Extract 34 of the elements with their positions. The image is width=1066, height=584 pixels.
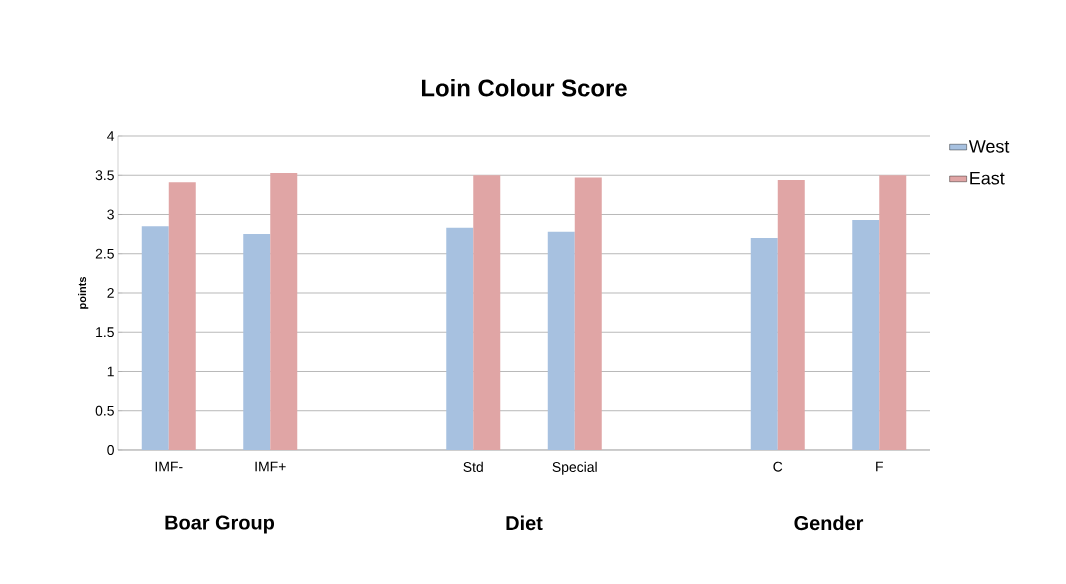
bar [473,175,501,450]
bar [168,182,196,450]
bar [270,172,298,450]
y-tick-label: 4 [107,131,115,141]
x-tick-label: Std [463,461,483,472]
x-tick-label: IMF- [155,461,183,472]
text: Boar Group [165,515,275,534]
bar [852,219,880,450]
y-tick-label: 3.5 [95,170,114,181]
y-tick-label: 1.5 [96,327,114,338]
bar [777,179,805,450]
bar [141,226,169,450]
legend-label: East [970,171,1005,185]
y-axis-title: points [78,277,89,309]
bar [879,175,907,450]
bar [446,227,474,450]
x-tick-label: Special [552,461,597,475]
bar [243,234,271,450]
text: Diet [506,515,543,531]
chart-title: Loin Colour Score [421,78,627,97]
x-tick-label: F [876,461,883,472]
bar [547,231,575,450]
legend-label: West [968,140,1010,153]
y-tick-label: 0 [107,445,114,455]
text: Gender [794,515,864,531]
y-tick-label: 2 [107,288,114,298]
y-tick-label: 1 [107,366,114,377]
y-tick-label: 3 [107,209,114,220]
bar [574,177,602,450]
y-tick-label: 2.5 [95,248,114,259]
bar [750,238,778,450]
x-tick-label: IMF+ [255,461,286,472]
x-tick-label: C [773,461,783,472]
y-tick-label: 0.5 [95,405,114,416]
